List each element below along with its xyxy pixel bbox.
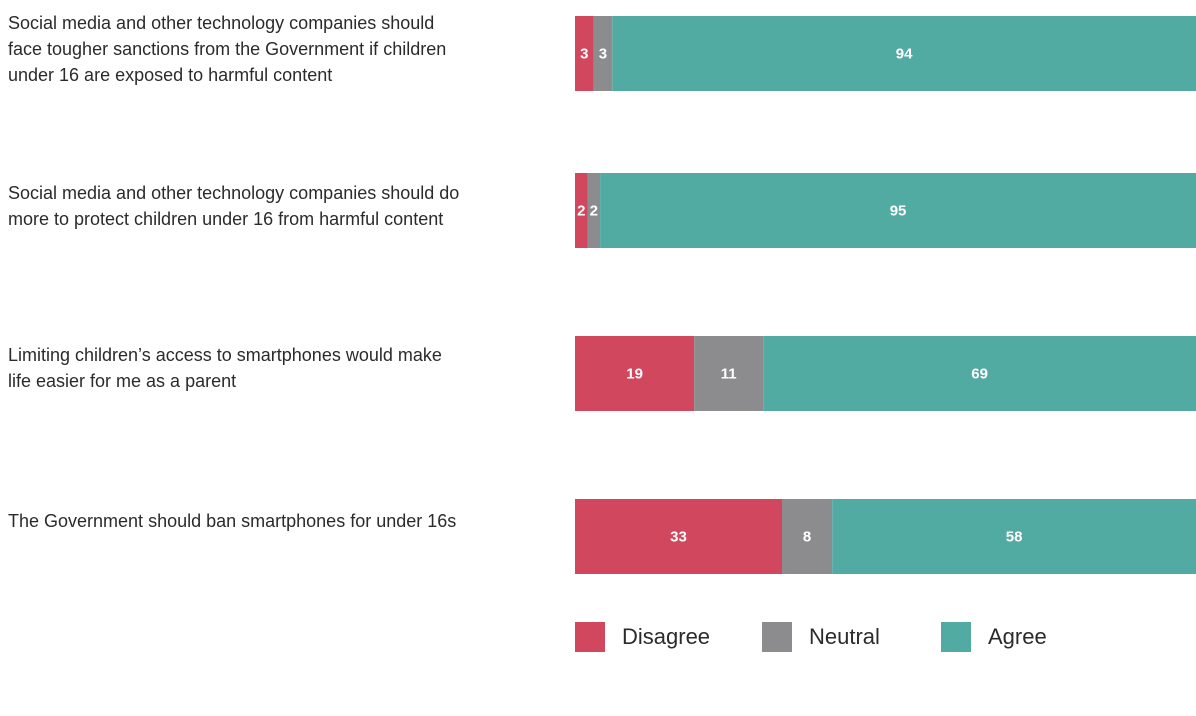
bar-disagree-3	[575, 336, 695, 411]
bar-agree-2	[600, 173, 1196, 248]
legend-agree: Agree	[941, 622, 1047, 652]
bar-disagree-1	[575, 16, 594, 91]
bar-disagree-2	[575, 173, 588, 248]
bar-value-label-disagree-3: 19	[626, 366, 643, 383]
legend-swatch-neutral	[762, 622, 792, 652]
bar-value-label-neutral-2: 2	[590, 203, 598, 220]
legend-label-disagree: Disagree	[622, 624, 711, 649]
legend-neutral: Neutral	[762, 622, 880, 652]
bar-value-label-agree-4: 58	[1006, 529, 1023, 546]
question-label-2: Social media and other technology compan…	[8, 183, 460, 229]
bar-agree-1	[612, 16, 1196, 91]
bar-value-label-neutral-3: 11	[721, 366, 737, 383]
legend-label-neutral: Neutral	[809, 624, 880, 649]
bar-value-label-agree-2: 95	[890, 203, 907, 220]
legend-swatch-disagree	[575, 622, 605, 652]
bar-value-label-disagree-4: 33	[670, 529, 687, 546]
bar-neutral-3	[694, 336, 764, 411]
bar-neutral-4	[782, 499, 833, 574]
question-label-3: Limiting children’s access to smartphone…	[8, 345, 442, 391]
bar-value-label-agree-3: 69	[971, 366, 988, 383]
question-label-1: Social media and other technology compan…	[8, 13, 447, 85]
bar-agree-3	[763, 336, 1196, 411]
bar-value-label-neutral-4: 8	[803, 529, 811, 546]
bar-disagree-4	[575, 499, 782, 574]
bar-value-label-neutral-1: 3	[599, 46, 607, 63]
legend-disagree: Disagree	[575, 622, 710, 652]
bar-value-label-disagree-2: 2	[577, 203, 585, 220]
bar-value-label-disagree-1: 3	[580, 46, 588, 63]
bar-neutral-1	[593, 16, 613, 91]
question-label-4: The Government should ban smartphones fo…	[8, 511, 457, 531]
bar-value-label-agree-1: 94	[896, 46, 913, 63]
bar-agree-4	[832, 499, 1196, 574]
legend-label-agree: Agree	[988, 624, 1047, 649]
bar-neutral-2	[587, 173, 601, 248]
legend-swatch-agree	[941, 622, 971, 652]
